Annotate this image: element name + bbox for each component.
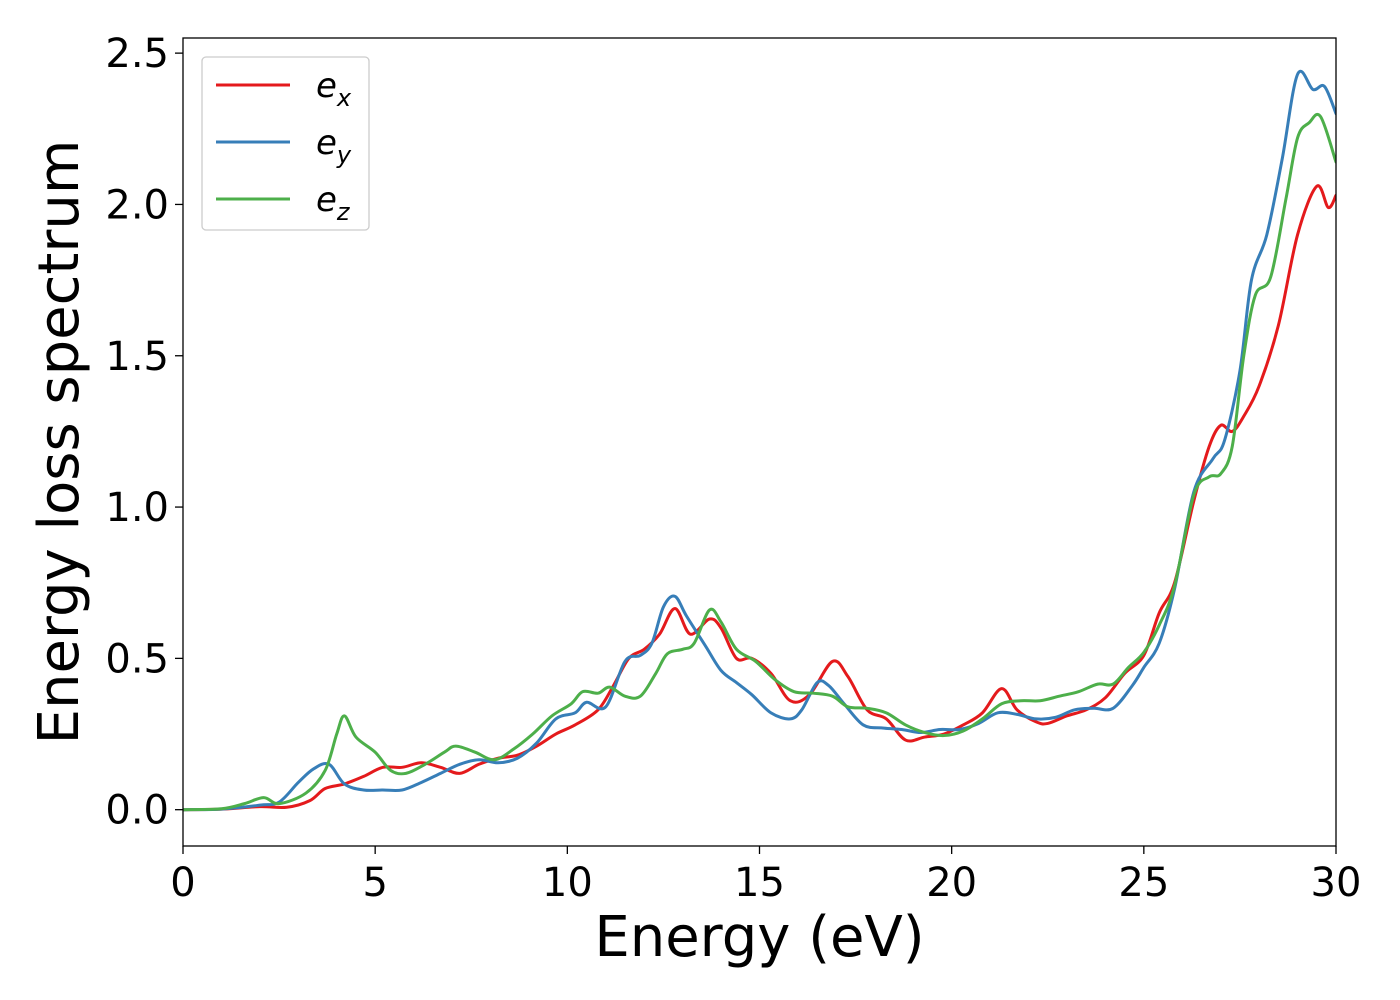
y-tick-label: 0.5 — [105, 636, 169, 682]
x-tick-label: 0 — [170, 860, 195, 906]
series-line-ez — [183, 112, 1336, 812]
y-tick-label: 2.5 — [105, 31, 169, 77]
x-tick-label: 30 — [1311, 860, 1362, 906]
y-tick-label: 2.0 — [105, 182, 169, 228]
legend-entry-ey: ey — [316, 123, 352, 169]
x-tick-label: 20 — [926, 860, 977, 906]
legend-entry-ez: ez — [316, 180, 351, 226]
series-lines — [183, 69, 1336, 812]
x-tick-label: 15 — [734, 860, 785, 906]
legend: ex ey ez — [201, 56, 370, 231]
y-tick-label: 1.0 — [105, 485, 169, 531]
y-tick-label: 1.5 — [105, 334, 169, 380]
x-tick-label: 10 — [542, 860, 593, 906]
legend-entry-ex: ex — [316, 66, 352, 112]
y-axis-ticks: 0.0 0.5 1.0 1.5 2.0 2.5 — [105, 31, 183, 834]
y-tick-label: 0.0 — [105, 788, 169, 834]
x-tick-label: 25 — [1118, 860, 1169, 906]
x-axis-ticks: 0 5 10 15 20 25 30 — [170, 846, 1361, 906]
x-axis-label: Energy (eV) — [594, 905, 924, 970]
x-tick-label: 5 — [362, 860, 387, 906]
y-axis-label: Energy loss spectrum — [27, 140, 92, 745]
